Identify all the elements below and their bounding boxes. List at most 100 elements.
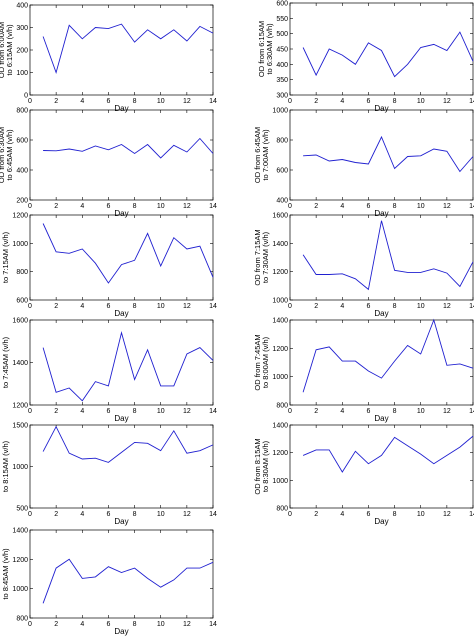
- x-tick-label: 10: [417, 511, 425, 518]
- x-axis-label: Day: [374, 309, 388, 318]
- y-tick-label: 1500: [12, 423, 28, 430]
- series-line: [42, 558, 214, 604]
- x-tick-label: 14: [209, 98, 217, 105]
- x-tick-label: 4: [80, 98, 84, 105]
- y-tick-label: 1200: [12, 403, 28, 410]
- x-axis-label: Day: [114, 517, 128, 526]
- x-tick-label: 4: [340, 511, 344, 518]
- x-tick-label: 14: [469, 303, 474, 310]
- y-tick-label: 1400: [12, 528, 28, 535]
- y-tick-label: 550: [276, 16, 288, 23]
- x-tick-label: 10: [157, 511, 165, 518]
- plot-frame: [29, 214, 214, 301]
- x-tick-label: 4: [80, 203, 84, 210]
- plot-frame: [289, 319, 474, 406]
- x-axis-label: Day: [374, 104, 388, 113]
- x-axis-label: Day: [114, 209, 128, 218]
- series-line: [302, 318, 474, 393]
- plot-frame: [29, 4, 214, 96]
- x-tick-label: 2: [314, 408, 318, 415]
- y-axis-label-line-1: OD from 8:15AM: [253, 438, 262, 494]
- x-tick-label: 2: [54, 408, 58, 415]
- x-axis-label: Day: [114, 104, 128, 113]
- x-tick-label: 8: [393, 98, 397, 105]
- chart-panel-8: 0 2 4 6 8 10 12 14 800 1000 1200 1400 Day OD from 7:4…: [253, 318, 474, 424]
- chart-panel-3: 0 2 4 6 8 10 12 14 200 400 600 800 Day OD from 6:30AM…: [0, 108, 217, 219]
- x-tick-label: 10: [417, 203, 425, 210]
- x-tick-label: 14: [209, 511, 217, 518]
- x-tick-label: 12: [183, 621, 191, 628]
- y-tick-label: 1200: [12, 557, 28, 564]
- x-tick-label: 12: [183, 303, 191, 310]
- y-tick-label: 300: [276, 93, 288, 100]
- x-axis-label: Day: [374, 517, 388, 526]
- y-axis-label-line-1: OD from 7:45AM: [253, 334, 262, 390]
- y-axis-label-line-2: to 7:15AM (v/h): [1, 231, 10, 283]
- y-tick-label: 600: [276, 168, 288, 175]
- x-tick-label: 2: [54, 98, 58, 105]
- y-tick-label: 800: [16, 269, 28, 276]
- x-tick-label: 14: [469, 408, 474, 415]
- y-tick-label: 1400: [272, 318, 288, 325]
- y-tick-label: 1600: [12, 318, 28, 325]
- x-tick-label: 14: [469, 203, 474, 210]
- y-tick-label: 400: [16, 3, 28, 10]
- y-tick-label: 1000: [12, 586, 28, 593]
- x-tick-label: 6: [106, 511, 110, 518]
- plot-frame: [29, 529, 214, 619]
- x-tick-label: 12: [443, 203, 451, 210]
- x-tick-label: 0: [288, 303, 292, 310]
- x-tick-label: 6: [106, 303, 110, 310]
- plot-frame: [29, 424, 214, 509]
- x-tick-label: 0: [28, 303, 32, 310]
- x-tick-label: 0: [28, 621, 32, 628]
- x-tick-label: 4: [340, 303, 344, 310]
- y-tick-label: 1200: [12, 213, 28, 220]
- y-tick-label: 800: [276, 138, 288, 145]
- x-tick-label: 8: [133, 408, 137, 415]
- y-tick-label: 1400: [272, 241, 288, 248]
- chart-panel-4: 0 2 4 6 8 10 12 14 400 600 800 1000 Day OD from 6:45A…: [253, 108, 474, 219]
- series-line: [302, 435, 474, 473]
- series-line: [302, 220, 474, 291]
- x-tick-label: 8: [133, 98, 137, 105]
- x-tick-label: 4: [80, 511, 84, 518]
- x-tick-label: 10: [417, 408, 425, 415]
- x-tick-label: 0: [28, 203, 32, 210]
- y-tick-label: 200: [16, 48, 28, 55]
- x-tick-label: 2: [54, 621, 58, 628]
- y-axis-label-line-2: to 8:00AM (v/h): [261, 336, 270, 388]
- y-tick-label: 600: [16, 298, 28, 305]
- x-tick-label: 2: [314, 98, 318, 105]
- x-tick-label: 2: [54, 303, 58, 310]
- x-tick-label: 10: [417, 98, 425, 105]
- chart-panel-10: 0 2 4 6 8 10 12 14 800 1000 1200 1400 Day OD from 8:1…: [253, 423, 474, 527]
- x-tick-label: 8: [133, 303, 137, 310]
- y-axis-label-line-2: to 6:30AM (v/h): [265, 23, 274, 75]
- x-tick-label: 8: [393, 203, 397, 210]
- y-tick-label: 1200: [272, 269, 288, 276]
- chart-panel-2: 0 2 4 6 8 10 12 14 300 350 400 450 500 550 600 Day OD fr…: [257, 1, 474, 114]
- y-tick-label: 800: [276, 403, 288, 410]
- x-tick-label: 0: [28, 408, 32, 415]
- chart-panel-11: 0 2 4 6 8 10 12 14 800 1000 1200 1400 Day OD from 8:3…: [0, 528, 217, 637]
- plot-frame: [29, 109, 214, 201]
- y-tick-label: 500: [276, 31, 288, 38]
- y-tick-label: 800: [276, 506, 288, 513]
- x-tick-label: 0: [288, 98, 292, 105]
- x-tick-label: 0: [28, 98, 32, 105]
- series-line: [42, 23, 214, 74]
- x-tick-label: 14: [209, 203, 217, 210]
- x-tick-label: 12: [183, 203, 191, 210]
- x-tick-label: 6: [106, 98, 110, 105]
- x-tick-label: 14: [469, 98, 474, 105]
- plot-frame: [289, 214, 474, 301]
- y-tick-label: 1000: [272, 298, 288, 305]
- x-axis-label: Day: [374, 414, 388, 423]
- series-line: [42, 425, 214, 463]
- y-tick-label: 1600: [272, 213, 288, 220]
- x-tick-label: 14: [209, 621, 217, 628]
- y-tick-label: 0: [24, 93, 28, 100]
- x-tick-label: 10: [157, 621, 165, 628]
- y-axis-label-line-2: to 6:15AM (v/h): [5, 24, 14, 76]
